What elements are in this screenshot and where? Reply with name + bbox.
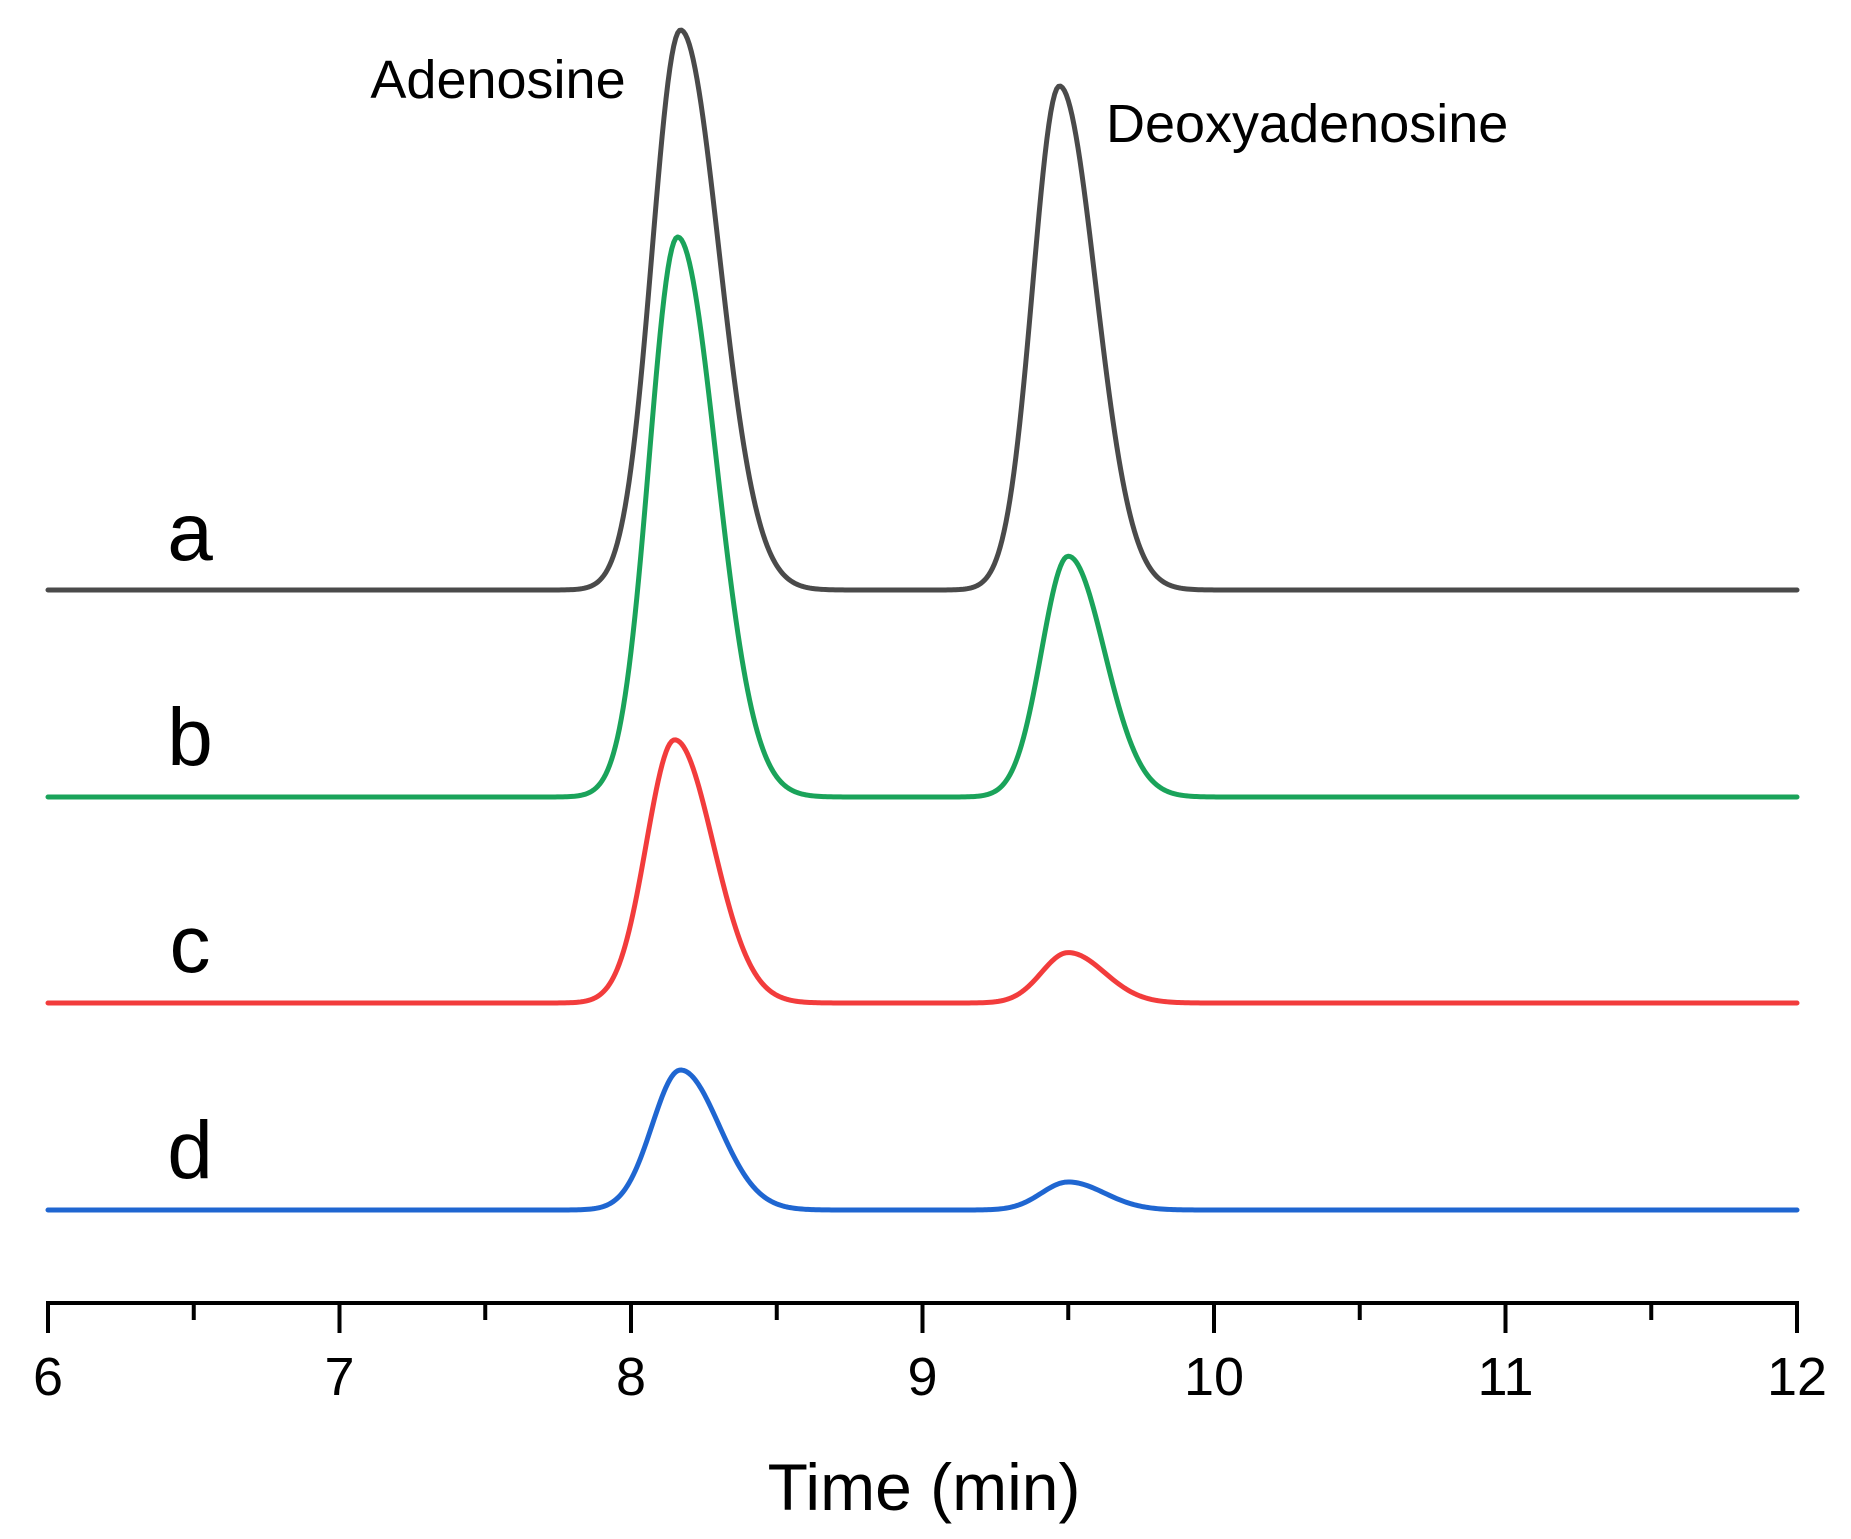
x-axis-title: Time (min) (768, 1450, 1081, 1524)
traces-group (45, 27, 1800, 1213)
trace-labels-group: a b c d (167, 487, 213, 1196)
trace-label-c: c (170, 899, 211, 990)
x-tick-label: 10 (1184, 1347, 1244, 1407)
peak-label-adenosine: Adenosine (370, 50, 625, 110)
trace-label-b: b (167, 692, 213, 783)
x-axis: 6 7 8 9 10 11 12 (33, 1301, 1827, 1407)
x-axis-tick-labels: 6 7 8 9 10 11 12 (33, 1347, 1827, 1407)
trace-label-a: a (167, 487, 213, 578)
trace-c (45, 737, 1800, 1006)
x-tick-label: 12 (1767, 1347, 1827, 1407)
x-tick-label: 6 (33, 1347, 63, 1407)
trace-d (45, 1067, 1800, 1213)
x-tick-label: 11 (1477, 1347, 1533, 1407)
trace-label-d: d (167, 1105, 213, 1196)
peak-label-deoxyadenosine: Deoxyadenosine (1106, 94, 1508, 154)
trace-a (45, 27, 1800, 593)
x-tick-label: 8 (616, 1347, 646, 1407)
x-tick-label: 7 (324, 1347, 354, 1407)
x-axis-ticks (46, 1301, 1799, 1333)
trace-b (45, 234, 1800, 800)
x-tick-label: 9 (907, 1347, 937, 1407)
